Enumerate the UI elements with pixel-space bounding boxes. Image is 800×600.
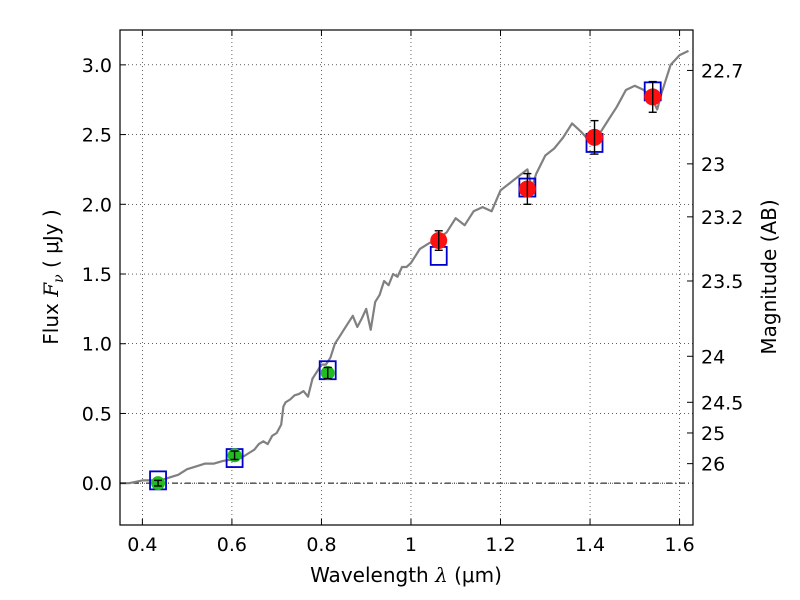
plot-frame xyxy=(119,29,694,526)
y-tick-label: 1.5 xyxy=(82,264,112,286)
x-tick-label: 1.6 xyxy=(664,534,694,556)
magnitude-tick-label: 22.7 xyxy=(701,60,743,82)
x-tick-label: 1.2 xyxy=(485,534,515,556)
ticks: 0.4 0.6 0.8 1 1.2 1.4 1.6 0.0 0.5 1.0 1.5 2.0 2.5 3.0… xyxy=(82,30,743,556)
spectrum-layer xyxy=(120,49,689,485)
magnitude-tick-label: 23.2 xyxy=(701,207,743,229)
magnitude-tick-label: 23.5 xyxy=(701,271,743,293)
y-tick-label: 0.5 xyxy=(82,403,112,425)
x-axis-label: Wavelength λ (μm) xyxy=(310,563,502,587)
magnitude-tick-label: 23 xyxy=(701,154,725,176)
magnitude-tick-label: 25 xyxy=(701,423,725,445)
marker-layer xyxy=(149,80,662,491)
y-tick-label: 0.0 xyxy=(82,473,112,495)
grid xyxy=(120,30,693,525)
x-tick-label: 1 xyxy=(405,534,417,556)
x-tick-label: 0.4 xyxy=(127,534,157,556)
x-tick-label: 0.8 xyxy=(306,534,336,556)
magnitude-tick-label: 24 xyxy=(701,346,725,368)
y-axis-label: Flux Fν ( μJy ) xyxy=(39,209,67,344)
y-axis-right-label: Magnitude (AB) xyxy=(757,199,781,354)
y-tick-label: 1.0 xyxy=(82,334,112,356)
x-tick-label: 0.6 xyxy=(217,534,247,556)
magnitude-tick-label: 24.5 xyxy=(701,392,743,414)
y-tick-label: 2.5 xyxy=(82,125,112,147)
model-spectrum-line xyxy=(120,49,689,485)
y-tick-label: 3.0 xyxy=(82,55,112,77)
magnitude-tick-label: 26 xyxy=(701,454,725,476)
x-tick-label: 1.4 xyxy=(575,534,605,556)
y-tick-label: 2.0 xyxy=(82,194,112,216)
